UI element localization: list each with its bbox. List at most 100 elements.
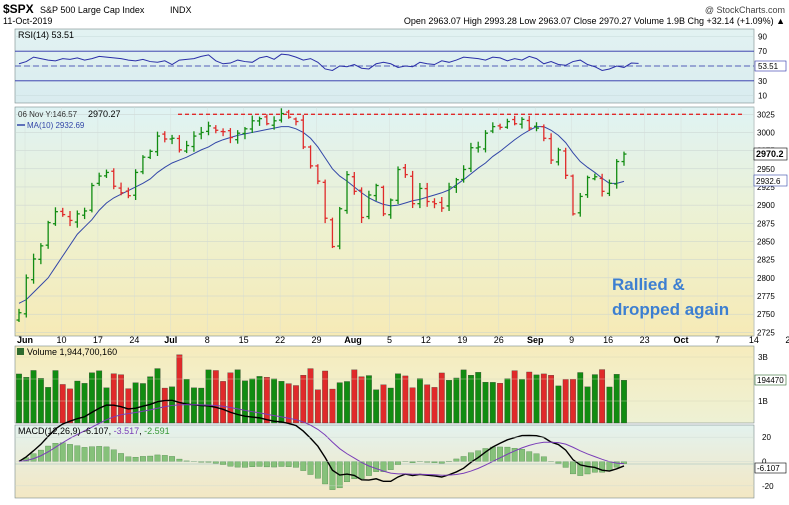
volume-bar [526,371,533,424]
macd-hist-bar [453,458,460,462]
volume-bar [380,384,387,424]
marker-label: 06 Nov Y:146.57 [18,110,78,119]
volume-bar [23,377,30,424]
volume-bar [365,375,372,424]
date-label: 7 [715,335,720,345]
volume-bar [132,382,139,424]
volume-bar [278,381,285,424]
price-bar [453,177,459,193]
volume-bar [584,386,591,424]
price-tick-label: 2900 [757,201,775,210]
chart-date: 11-Oct-2019 [3,16,52,26]
price-bar [395,166,401,205]
price-bar [359,187,365,224]
volume-bar [431,387,438,424]
volume-bar [577,372,584,424]
date-label: 26 [494,335,504,345]
price-tick-label: 2850 [757,237,775,246]
macd-hist-bar [140,456,146,462]
volume-bar [37,378,44,424]
volume-bar [438,372,445,424]
date-label: 5 [387,335,392,345]
volume-bar [110,373,117,424]
price-bar [176,135,182,153]
price-tick-label: 2775 [757,292,775,301]
volume-bar [548,375,554,424]
macd-hist-bar [365,461,372,476]
price-bar [351,172,357,195]
macd-line [18,399,625,483]
macd-hist-bar [45,445,52,462]
price-bar [52,207,58,226]
price-bar [227,128,233,144]
macd-hist-bar [540,456,547,462]
price-bar [308,145,314,169]
macd-hist-bar [489,446,496,462]
price-bar [169,134,175,145]
macd-hist-bar [285,461,292,467]
date-label: Jun [17,335,33,345]
price-bar [162,131,168,143]
ma-label: MA(10) 2932.69 [27,121,85,130]
price-tick-label: 2875 [757,219,775,228]
price-bar [621,151,627,166]
macd-hist-bar [81,447,88,462]
price-bar [191,131,197,152]
volume-bar [242,380,248,424]
volume-bar [395,373,401,424]
price-bar [526,115,532,131]
price-tick-label: 3025 [757,110,775,119]
price-bar [140,155,146,175]
volume-bar [497,383,503,424]
volume-bar [599,369,606,424]
price-bar [184,140,190,154]
volume-bar [322,370,329,424]
macd-hist-bar [125,456,132,462]
macd-tick-label: -20 [762,482,774,491]
price-bar [431,198,437,209]
macd-hist-bar [606,461,613,472]
date-label: 21 [785,335,789,345]
macd-last-tag [754,462,787,474]
price-bar [606,179,612,197]
price-bar [599,173,605,197]
price-bar [125,187,131,199]
date-label: 24 [129,335,139,345]
volume-label: Volume 1,944,700,160 [27,347,117,357]
macd-hist-bar [96,446,103,462]
macd-hist-bar [89,446,95,462]
price-bar [570,174,576,216]
volume-last-value: 194470 [757,376,784,385]
volume-bar [147,376,154,424]
annotation-line-1: Rallied & [612,275,685,294]
volume-bar [59,384,66,424]
date-label: Jul [164,335,177,345]
macd-hist-bar [307,461,314,475]
price-bar [315,164,321,185]
rsi-tick-label: 30 [758,77,767,86]
volume-bar [417,378,423,424]
price-bar [344,171,350,214]
macd-hist-bar [322,461,329,485]
macd-hist-bar [74,445,81,462]
volume-bar [307,368,314,424]
price-bar [592,173,598,181]
exchange: INDX [170,5,192,15]
price-grid [15,107,755,336]
price-bar [235,130,241,144]
price-bar [577,192,583,217]
price-bar [286,109,292,119]
price-axis: 3025300029752950292529002875285028252800… [757,110,775,337]
volume-bar [409,387,416,424]
price-tick-label: 2750 [757,310,775,319]
date-label: Oct [674,335,689,345]
price-bar [329,217,335,249]
macd-hist-bar [212,461,219,464]
macd-last-value: -6.107 [757,464,780,473]
volume-bar [45,387,52,424]
price-bar [468,142,474,173]
volume-bar [140,383,146,424]
volume-bar [205,369,212,424]
volume-bar [555,385,562,424]
price-bar [366,190,372,220]
